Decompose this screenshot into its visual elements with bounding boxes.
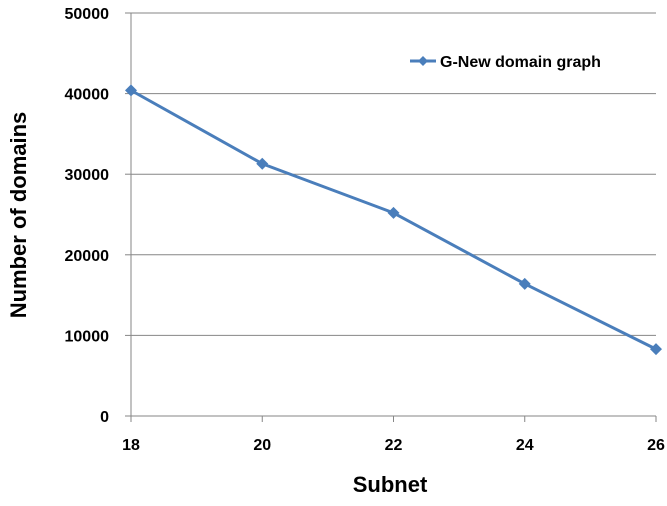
y-tick-label-1: 10000 (65, 328, 110, 345)
axes (125, 12, 657, 422)
legend-marker-icon (418, 56, 428, 66)
x-tick-label-1: 20 (253, 437, 271, 454)
legend: G-New domain graph (410, 54, 601, 71)
x-tick-label-2: 22 (385, 437, 403, 454)
y-tick-label-4: 40000 (65, 87, 110, 104)
y-axis-title: Number of domains (6, 112, 31, 319)
data-point-1-1 (256, 157, 269, 170)
x-axis-title: Subnet (353, 472, 428, 497)
data-point-1-4 (650, 343, 662, 356)
data-point-1-2 (387, 206, 400, 219)
y-tick-label-0: 0 (100, 409, 109, 426)
data-point-1-3 (518, 277, 531, 290)
x-tick-label-4: 26 (647, 437, 665, 454)
x-tick-label-0: 18 (122, 437, 140, 454)
series-line-1 (130, 89, 657, 351)
gridlines (131, 12, 656, 336)
data-point-1-0 (125, 84, 137, 97)
legend-label-series-1: G-New domain graph (440, 54, 601, 71)
tick-labels: 0 10000 20000 30000 40000 50000 18 20 22 24 26 (65, 6, 666, 454)
series-layer (125, 84, 662, 356)
y-tick-label-3: 30000 (65, 167, 110, 184)
y-tick-label-2: 20000 (65, 248, 110, 265)
x-tick-label-3: 24 (516, 437, 534, 454)
y-tick-label-5: 50000 (65, 6, 110, 23)
